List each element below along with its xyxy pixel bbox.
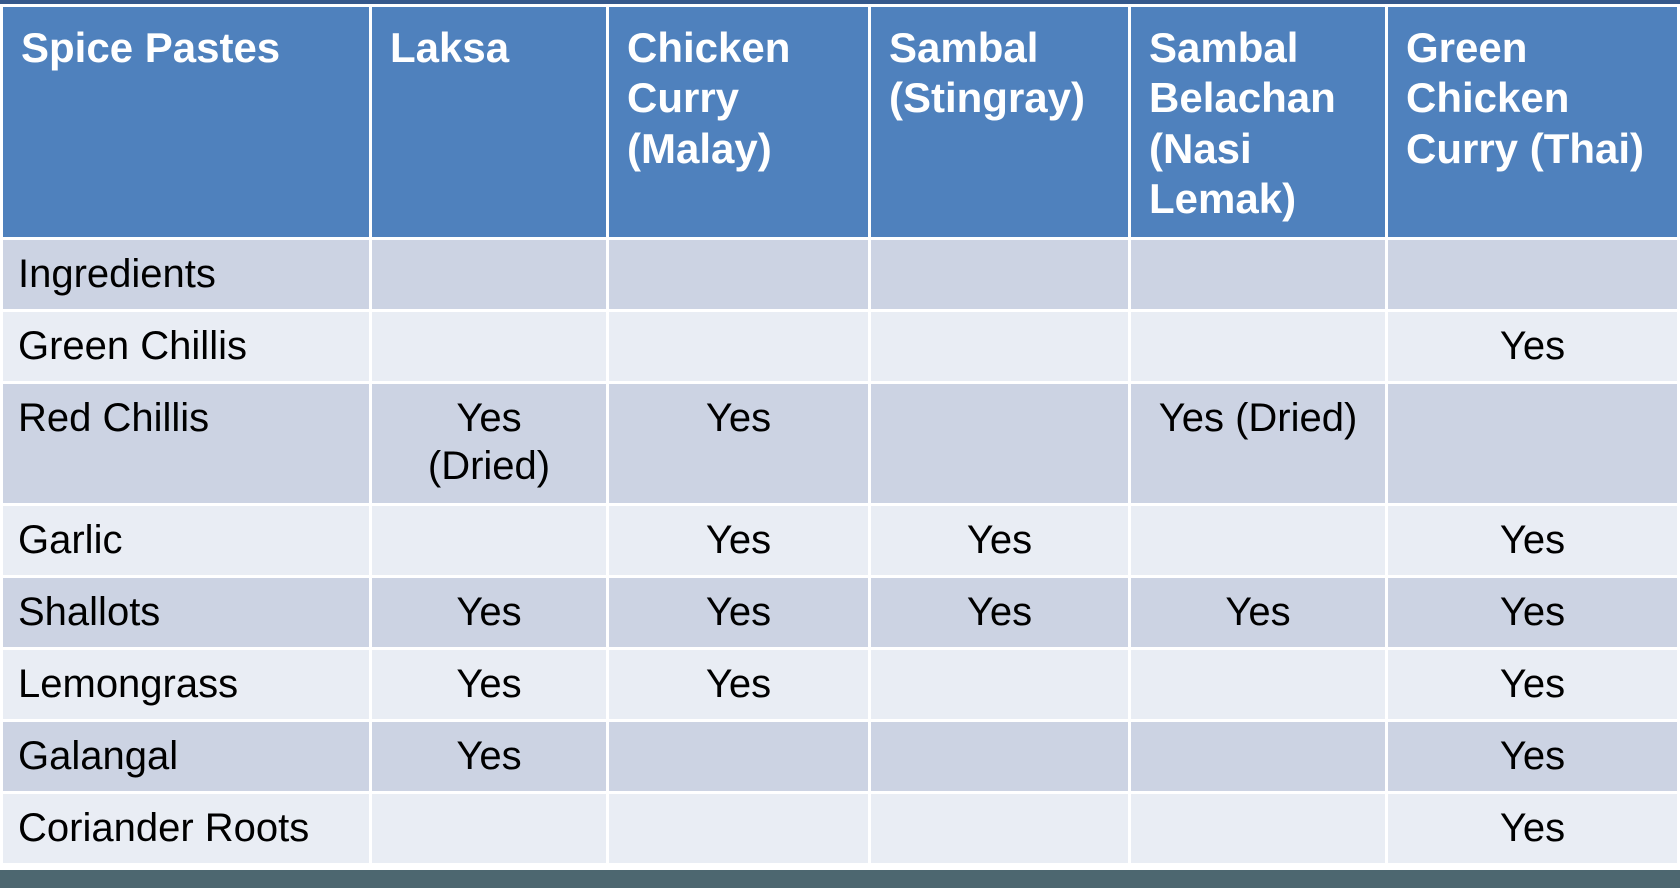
- table-bottom-bar: [0, 870, 1680, 888]
- row-label: Garlic: [3, 506, 369, 575]
- row-label: Red Chillis: [3, 384, 369, 503]
- cell: Yes: [609, 650, 868, 719]
- cell: [1131, 312, 1385, 381]
- cell: [609, 794, 868, 863]
- table-row-coriander-roots: Coriander Roots Yes: [3, 794, 1677, 863]
- row-label: Green Chillis: [3, 312, 369, 381]
- header-cell-spice-pastes: Spice Pastes: [3, 7, 369, 237]
- table-row-galangal: Galangal Yes Yes: [3, 722, 1677, 791]
- cell: [372, 240, 606, 309]
- cell: Yes: [1388, 650, 1677, 719]
- cell: [1131, 650, 1385, 719]
- row-label: Shallots: [3, 578, 369, 647]
- table-top-border: [0, 0, 1680, 4]
- cell: Yes: [372, 578, 606, 647]
- header-cell-sambal-stingray: Sambal (Stingray): [871, 7, 1128, 237]
- row-label: Galangal: [3, 722, 369, 791]
- cell: Yes: [1388, 578, 1677, 647]
- cell: [871, 650, 1128, 719]
- cell: Yes: [372, 722, 606, 791]
- cell: [1388, 384, 1677, 503]
- cell: [372, 794, 606, 863]
- spice-pastes-table: Spice Pastes Laksa Chicken Curry (Malay)…: [0, 4, 1680, 866]
- header-cell-chicken-curry-malay: Chicken Curry (Malay): [609, 7, 868, 237]
- cell: [1131, 722, 1385, 791]
- cell: [1131, 506, 1385, 575]
- cell: Yes: [1388, 794, 1677, 863]
- cell: [609, 240, 868, 309]
- table-row-shallots: Shallots Yes Yes Yes Yes Yes: [3, 578, 1677, 647]
- header-cell-sambal-belachan: Sambal Belachan (Nasi Lemak): [1131, 7, 1385, 237]
- cell: [609, 722, 868, 791]
- cell: Yes: [1131, 578, 1385, 647]
- table-row-green-chillis: Green Chillis Yes: [3, 312, 1677, 381]
- cell: [871, 312, 1128, 381]
- cell: [372, 506, 606, 575]
- cell: [871, 794, 1128, 863]
- row-label: Lemongrass: [3, 650, 369, 719]
- header-cell-laksa: Laksa: [372, 7, 606, 237]
- cell: Yes: [609, 506, 868, 575]
- cell: [609, 312, 868, 381]
- cell: [1388, 240, 1677, 309]
- cell: Yes: [1388, 722, 1677, 791]
- cell: Yes: [1388, 312, 1677, 381]
- cell: Yes: [609, 578, 868, 647]
- cell: Yes (Dried): [1131, 384, 1385, 503]
- header-cell-green-chicken-curry-thai: Green Chicken Curry (Thai): [1388, 7, 1677, 237]
- cell: [1131, 240, 1385, 309]
- cell: [1131, 794, 1385, 863]
- cell: Yes: [871, 578, 1128, 647]
- row-label: Coriander Roots: [3, 794, 369, 863]
- table-row-ingredients: Ingredients: [3, 240, 1677, 309]
- table-row-lemongrass: Lemongrass Yes Yes Yes: [3, 650, 1677, 719]
- table-row-garlic: Garlic Yes Yes Yes: [3, 506, 1677, 575]
- table-row-red-chillis: Red Chillis Yes (Dried) Yes Yes (Dried): [3, 384, 1677, 503]
- cell: Yes (Dried): [372, 384, 606, 503]
- cell: [372, 312, 606, 381]
- header-row: Spice Pastes Laksa Chicken Curry (Malay)…: [3, 7, 1677, 237]
- cell: [871, 384, 1128, 503]
- row-label: Ingredients: [3, 240, 369, 309]
- cell: Yes: [609, 384, 868, 503]
- cell: Yes: [871, 506, 1128, 575]
- cell: [871, 240, 1128, 309]
- cell: Yes: [1388, 506, 1677, 575]
- cell: Yes: [372, 650, 606, 719]
- cell: [871, 722, 1128, 791]
